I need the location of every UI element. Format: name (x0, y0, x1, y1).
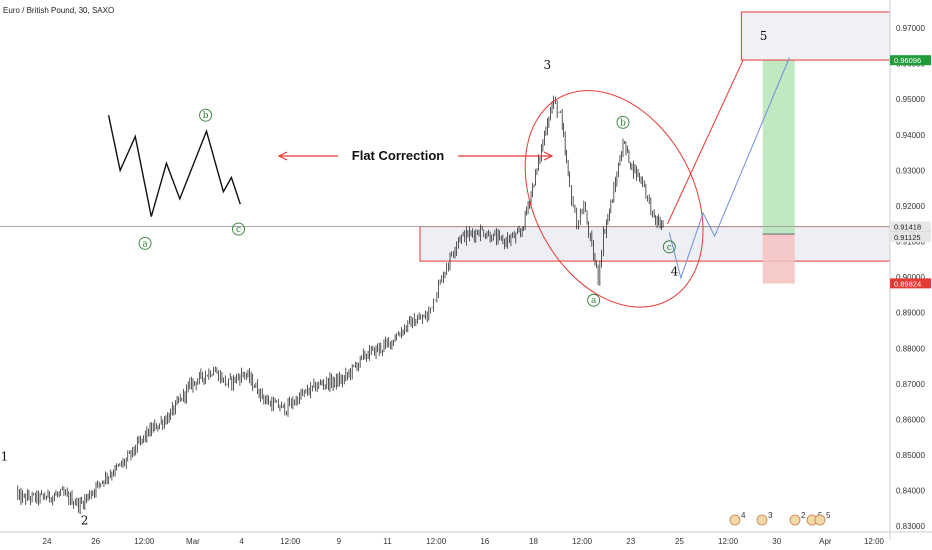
sub-wave-circle (662, 240, 676, 254)
y-tick-label: 0.93000 (896, 166, 925, 175)
wave-label: 2 (81, 513, 89, 527)
x-tick-label: 12:00 (280, 537, 301, 546)
sub-wave-label: a (591, 296, 597, 306)
wave-label: 1 (1, 449, 9, 463)
projection-layer (667, 57, 790, 280)
flat-correction-label: Flat Correction (352, 148, 445, 163)
x-tick-label: 4 (239, 537, 244, 546)
projection-target-line (667, 59, 744, 224)
x-tick-label: 25 (675, 537, 684, 546)
sub-wave-circle (616, 115, 630, 129)
long-position-layer (762, 60, 795, 284)
y-tick-label: 0.92000 (896, 202, 925, 211)
support-zone (419, 226, 891, 262)
y-tick-label: 0.94000 (896, 131, 925, 140)
schematic-label-circle (199, 108, 213, 122)
price-tag-label: 0.91418 (894, 223, 921, 232)
wave-label: 3 (544, 58, 552, 72)
schematic-label-circle (232, 222, 245, 236)
x-tick-label: Apr (819, 537, 832, 546)
event-marker-count: 4 (741, 511, 746, 520)
loss-zone (762, 234, 795, 284)
event-marker-count: 3 (768, 511, 773, 520)
event-marker-count: 5 (826, 511, 831, 520)
event-markers-layer: 43255 (729, 511, 831, 526)
x-tick-label: 16 (480, 537, 489, 546)
price-tag (890, 221, 931, 232)
x-tick-label: 12:00 (134, 537, 155, 546)
event-marker (729, 514, 741, 526)
y-tick-label: 0.89000 (896, 309, 925, 318)
wave-label: 5 (760, 29, 768, 43)
x-tick-label: 12:00 (426, 537, 447, 546)
right-arrow-head (543, 151, 554, 161)
schematic-wave (107, 115, 241, 217)
price-tag-label: 0.89824 (894, 279, 921, 288)
schematic-label-circle (138, 236, 152, 250)
schematic-layer: a b c (107, 108, 245, 250)
wave-labels-layer: 1 2 3 4 5 a b c (1, 29, 768, 528)
x-tick-label: 11 (383, 537, 392, 546)
price-axis-layer: 0.970000.960000.950000.940000.930000.920… (889, 0, 931, 540)
price-tag-label: 0.96096 (894, 56, 921, 65)
price-tag-label: 0.91125 (894, 233, 921, 242)
sub-wave-circle (587, 293, 601, 307)
y-tick-label: 0.85000 (896, 451, 925, 460)
wave-label: 4 (671, 264, 679, 278)
target-box-layer (740, 11, 891, 61)
schematic-label: c (236, 225, 241, 235)
price-tag (890, 232, 931, 243)
event-marker-count: 2 (801, 511, 806, 520)
correction-ellipse (524, 90, 704, 308)
x-tick-label: 9 (337, 537, 342, 546)
price-tag (890, 278, 931, 289)
correction-ellipse-layer (524, 90, 704, 308)
y-tick-label: 0.88000 (896, 344, 925, 353)
x-tick-label: 12:00 (572, 537, 593, 546)
y-tick-label: 0.83000 (896, 522, 925, 531)
y-tick-label: 0.95000 (896, 95, 925, 104)
support-zone-layer (419, 226, 891, 262)
x-tick-label: 26 (91, 537, 100, 546)
event-marker (756, 514, 768, 526)
left-arrow-head (277, 151, 288, 161)
sub-wave-label: c (667, 243, 672, 253)
time-axis-layer: 24 26 12:00 Mar 4 12:00 9 11 12:00 16 18 12:00 23 25 1… (0, 531, 932, 546)
annotation-layer: Flat Correction (277, 148, 554, 163)
x-tick-label: 18 (529, 537, 538, 546)
profit-zone (762, 60, 795, 235)
event-marker (789, 514, 801, 526)
schematic-label: a (142, 239, 148, 249)
x-tick-label: Mar (186, 537, 200, 546)
price-tag (890, 55, 931, 66)
projection-path (668, 57, 790, 280)
y-tick-label: 0.87000 (896, 380, 925, 389)
x-tick-label: 24 (43, 537, 52, 546)
sub-wave-label: b (620, 118, 626, 128)
y-tick-label: 0.97000 (896, 24, 925, 33)
y-tick-label: 0.86000 (896, 415, 925, 424)
x-tick-label: 12:00 (864, 537, 885, 546)
x-tick-label: 12:00 (718, 537, 739, 546)
target-box (740, 11, 891, 61)
x-tick-label: 23 (626, 537, 635, 546)
y-tick-label: 0.90000 (896, 273, 925, 282)
event-marker (814, 514, 826, 526)
schematic-label: b (203, 111, 209, 121)
candles-layer (17, 95, 664, 515)
x-tick-label: 30 (772, 537, 781, 546)
y-tick-label: 0.84000 (896, 487, 925, 496)
chart-title: Euro / British Pound, 30, SAXO (3, 6, 114, 15)
